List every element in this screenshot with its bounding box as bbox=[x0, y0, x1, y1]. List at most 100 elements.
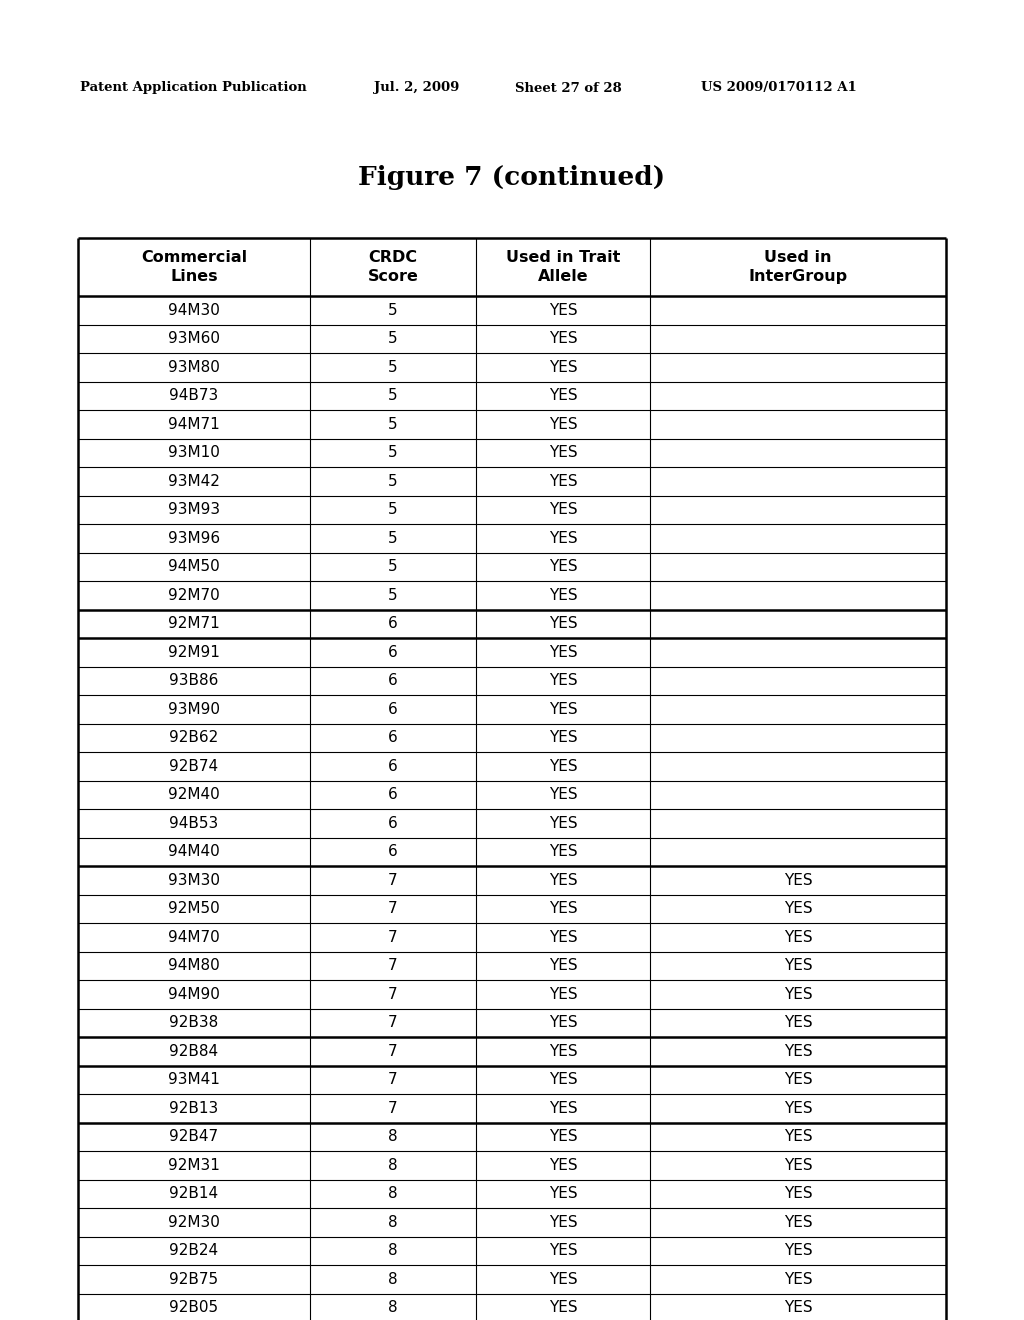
Text: YES: YES bbox=[549, 958, 578, 973]
Text: 7: 7 bbox=[388, 987, 397, 1002]
Text: YES: YES bbox=[549, 702, 578, 717]
Text: 92M40: 92M40 bbox=[168, 787, 220, 803]
Text: 7: 7 bbox=[388, 1072, 397, 1088]
Text: 93M41: 93M41 bbox=[168, 1072, 220, 1088]
Text: 92M30: 92M30 bbox=[168, 1214, 220, 1230]
Text: 93B86: 93B86 bbox=[169, 673, 219, 688]
Text: 6: 6 bbox=[388, 816, 398, 830]
Text: 5: 5 bbox=[388, 560, 397, 574]
Text: 93M10: 93M10 bbox=[168, 445, 220, 461]
Text: 7: 7 bbox=[388, 1044, 397, 1059]
Text: 6: 6 bbox=[388, 673, 398, 688]
Text: YES: YES bbox=[783, 1015, 812, 1030]
Text: YES: YES bbox=[783, 929, 812, 945]
Text: 8: 8 bbox=[388, 1129, 397, 1144]
Text: 92B74: 92B74 bbox=[169, 759, 218, 774]
Text: 8: 8 bbox=[388, 1158, 397, 1172]
Text: 92B24: 92B24 bbox=[169, 1243, 218, 1258]
Text: 94M70: 94M70 bbox=[168, 929, 220, 945]
Text: Figure 7 (continued): Figure 7 (continued) bbox=[358, 165, 666, 190]
Text: YES: YES bbox=[549, 1214, 578, 1230]
Text: 94M71: 94M71 bbox=[168, 417, 220, 432]
Text: YES: YES bbox=[549, 445, 578, 461]
Text: YES: YES bbox=[549, 587, 578, 603]
Text: YES: YES bbox=[549, 388, 578, 403]
Text: 6: 6 bbox=[388, 644, 398, 660]
Text: 5: 5 bbox=[388, 331, 397, 346]
Text: YES: YES bbox=[549, 644, 578, 660]
Text: 93M80: 93M80 bbox=[168, 360, 220, 375]
Text: YES: YES bbox=[549, 873, 578, 888]
Text: 94M40: 94M40 bbox=[168, 845, 220, 859]
Text: YES: YES bbox=[549, 730, 578, 746]
Text: YES: YES bbox=[549, 1072, 578, 1088]
Text: YES: YES bbox=[783, 1129, 812, 1144]
Text: 93M30: 93M30 bbox=[168, 873, 220, 888]
Text: YES: YES bbox=[549, 787, 578, 803]
Text: YES: YES bbox=[549, 360, 578, 375]
Text: YES: YES bbox=[549, 929, 578, 945]
Text: Patent Application Publication: Patent Application Publication bbox=[80, 82, 306, 95]
Text: YES: YES bbox=[783, 987, 812, 1002]
Text: 6: 6 bbox=[388, 845, 398, 859]
Text: 7: 7 bbox=[388, 902, 397, 916]
Text: YES: YES bbox=[549, 331, 578, 346]
Text: YES: YES bbox=[549, 531, 578, 545]
Text: 92M70: 92M70 bbox=[168, 587, 220, 603]
Text: 92B62: 92B62 bbox=[169, 730, 219, 746]
Text: 92M71: 92M71 bbox=[168, 616, 220, 631]
Text: 5: 5 bbox=[388, 360, 397, 375]
Text: 8: 8 bbox=[388, 1214, 397, 1230]
Text: YES: YES bbox=[549, 1187, 578, 1201]
Text: YES: YES bbox=[549, 1015, 578, 1030]
Text: 8: 8 bbox=[388, 1243, 397, 1258]
Text: YES: YES bbox=[549, 1101, 578, 1115]
Text: 94B53: 94B53 bbox=[169, 816, 219, 830]
Text: 7: 7 bbox=[388, 1015, 397, 1030]
Text: 5: 5 bbox=[388, 474, 397, 488]
Text: Used in: Used in bbox=[764, 249, 831, 265]
Text: 5: 5 bbox=[388, 587, 397, 603]
Text: 94M90: 94M90 bbox=[168, 987, 220, 1002]
Text: YES: YES bbox=[549, 759, 578, 774]
Text: 6: 6 bbox=[388, 616, 398, 631]
Text: 93M96: 93M96 bbox=[168, 531, 220, 545]
Text: YES: YES bbox=[549, 987, 578, 1002]
Text: YES: YES bbox=[549, 673, 578, 688]
Text: 8: 8 bbox=[388, 1271, 397, 1287]
Text: Score: Score bbox=[368, 269, 419, 284]
Text: 5: 5 bbox=[388, 445, 397, 461]
Text: YES: YES bbox=[783, 1101, 812, 1115]
Text: YES: YES bbox=[783, 1187, 812, 1201]
Text: 7: 7 bbox=[388, 1101, 397, 1115]
Text: CRDC: CRDC bbox=[369, 249, 418, 265]
Text: YES: YES bbox=[549, 1044, 578, 1059]
Text: YES: YES bbox=[783, 873, 812, 888]
Text: 6: 6 bbox=[388, 787, 398, 803]
Text: Lines: Lines bbox=[170, 269, 218, 284]
Text: YES: YES bbox=[783, 1271, 812, 1287]
Text: YES: YES bbox=[549, 616, 578, 631]
Text: 5: 5 bbox=[388, 502, 397, 517]
Text: 94M80: 94M80 bbox=[168, 958, 220, 973]
Text: YES: YES bbox=[549, 560, 578, 574]
Text: 6: 6 bbox=[388, 730, 398, 746]
Text: YES: YES bbox=[549, 302, 578, 318]
Text: 7: 7 bbox=[388, 873, 397, 888]
Text: 6: 6 bbox=[388, 759, 398, 774]
Text: 94B73: 94B73 bbox=[169, 388, 219, 403]
Text: US 2009/0170112 A1: US 2009/0170112 A1 bbox=[701, 82, 857, 95]
Text: YES: YES bbox=[549, 1129, 578, 1144]
Text: 92M31: 92M31 bbox=[168, 1158, 220, 1172]
Text: YES: YES bbox=[783, 1214, 812, 1230]
Text: 5: 5 bbox=[388, 417, 397, 432]
Text: 92B05: 92B05 bbox=[169, 1300, 218, 1315]
Text: 92M50: 92M50 bbox=[168, 902, 220, 916]
Text: 92B47: 92B47 bbox=[169, 1129, 218, 1144]
Text: 8: 8 bbox=[388, 1187, 397, 1201]
Text: 92B38: 92B38 bbox=[169, 1015, 219, 1030]
Text: 93M42: 93M42 bbox=[168, 474, 220, 488]
Text: YES: YES bbox=[549, 417, 578, 432]
Text: YES: YES bbox=[783, 1300, 812, 1315]
Text: YES: YES bbox=[549, 502, 578, 517]
